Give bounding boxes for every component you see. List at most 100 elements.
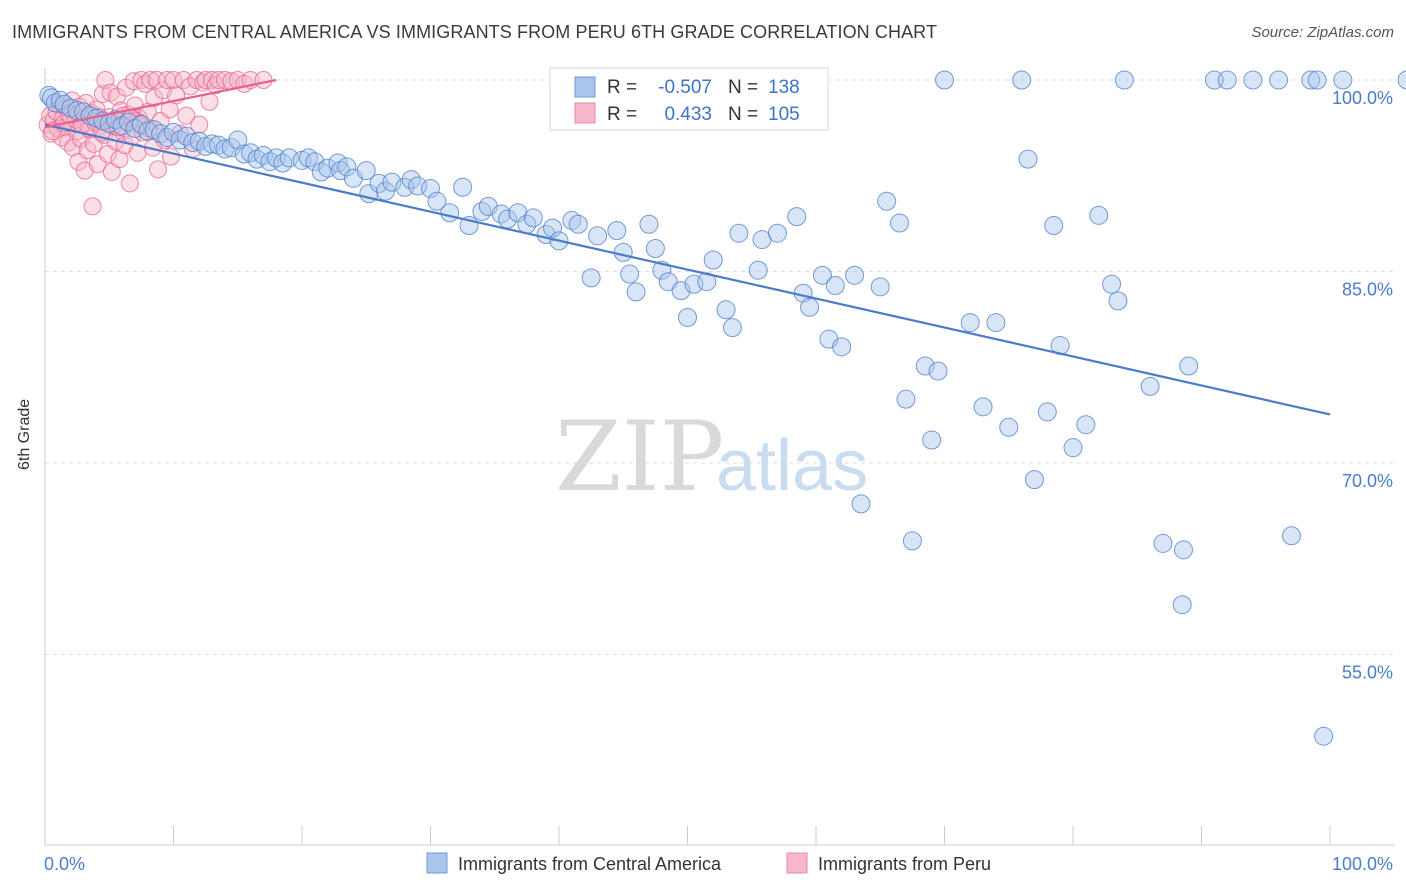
data-point xyxy=(1024,470,1044,490)
x-tick-labels: 0.0% 100.0% xyxy=(44,854,1393,874)
data-point xyxy=(472,201,492,221)
data-point xyxy=(1140,376,1160,396)
data-point xyxy=(440,203,460,223)
data-point xyxy=(620,264,640,284)
data-point xyxy=(639,214,659,234)
data-point xyxy=(767,223,787,243)
data-point xyxy=(1179,356,1199,376)
data-point xyxy=(1269,70,1289,90)
data-point xyxy=(1397,70,1406,90)
trend-lines xyxy=(44,78,1331,416)
data-point xyxy=(845,265,865,285)
data-point xyxy=(729,223,749,243)
axes xyxy=(44,68,1395,846)
legend-r-label: R = xyxy=(607,77,637,98)
data-point xyxy=(1037,402,1057,422)
data-point xyxy=(999,417,1019,437)
data-point xyxy=(1243,70,1263,90)
data-point xyxy=(164,71,183,89)
data-point xyxy=(1108,291,1128,311)
data-point xyxy=(678,307,697,327)
legend-n-value-pink: 105 xyxy=(768,104,800,125)
data-point xyxy=(1281,526,1301,546)
legend-swatch-pink xyxy=(574,102,596,124)
data-point xyxy=(1018,149,1038,169)
data-point xyxy=(645,239,665,259)
data-point xyxy=(228,130,248,150)
data-point xyxy=(196,71,215,89)
data-point xyxy=(1102,274,1122,294)
bottom-legend-swatch-blue xyxy=(426,852,448,874)
watermark: ZIP atlas xyxy=(555,401,868,513)
data-point xyxy=(922,430,942,450)
x-tick-label-max: 100.0% xyxy=(1332,854,1393,874)
data-point xyxy=(1089,205,1109,225)
data-point xyxy=(174,71,193,89)
legend-box xyxy=(549,67,829,131)
data-point xyxy=(902,531,922,551)
bottom-legend-label-blue: Immigrants from Central America xyxy=(458,854,722,874)
data-point xyxy=(183,133,203,153)
data-point xyxy=(870,277,890,297)
data-point xyxy=(896,389,916,409)
data-point xyxy=(812,265,832,285)
data-point xyxy=(928,361,948,381)
data-point xyxy=(877,191,897,211)
data-point xyxy=(1153,533,1173,553)
data-point xyxy=(453,177,473,197)
data-point xyxy=(915,356,935,376)
trend-line-peru xyxy=(44,78,277,129)
data-point xyxy=(1012,70,1032,90)
x-tick-label-min: 0.0% xyxy=(44,854,85,874)
legend-r-value-pink: 0.433 xyxy=(664,104,712,125)
data-point xyxy=(190,115,209,134)
data-point xyxy=(83,197,102,216)
legend-r-value-blue: -0.507 xyxy=(658,77,712,98)
data-point xyxy=(973,397,993,417)
data-point xyxy=(851,494,871,514)
y-tick-labels: 100.0% 85.0% 70.0% 55.0% xyxy=(1332,88,1393,683)
y-tick-label: 55.0% xyxy=(1342,663,1393,683)
data-point xyxy=(1314,726,1334,746)
data-point xyxy=(427,191,447,211)
watermark-atlas: atlas xyxy=(716,426,868,506)
data-point xyxy=(1307,70,1327,90)
data-point xyxy=(1044,216,1064,236)
data-point xyxy=(356,161,376,181)
legend-n-label: N = xyxy=(728,77,758,98)
data-point xyxy=(543,218,563,238)
data-point xyxy=(588,226,608,246)
data-point xyxy=(581,268,601,288)
data-point xyxy=(421,179,440,199)
data-point xyxy=(716,300,736,320)
data-point xyxy=(986,313,1006,333)
data-point xyxy=(935,70,954,90)
data-point xyxy=(50,90,70,110)
bottom-legend-label-pink: Immigrants from Peru xyxy=(818,854,991,874)
data-point xyxy=(748,260,768,280)
data-point xyxy=(202,134,222,154)
data-point xyxy=(703,250,723,270)
data-point xyxy=(1063,438,1083,458)
data-point xyxy=(613,242,633,262)
trend-line-central-america xyxy=(44,123,1331,416)
data-point xyxy=(382,172,402,192)
data-point xyxy=(337,157,357,177)
y-tick-label: 85.0% xyxy=(1342,280,1393,300)
watermark-zip: ZIP xyxy=(555,401,724,513)
legend-n-value-blue: 138 xyxy=(768,77,800,98)
data-point xyxy=(254,71,273,89)
legend-swatch-blue xyxy=(574,76,596,98)
data-point xyxy=(568,214,588,234)
data-point xyxy=(1172,595,1192,615)
series-legend: Immigrants from Central America Immigran… xyxy=(426,852,991,874)
data-point xyxy=(234,144,254,164)
bottom-legend-swatch-pink xyxy=(786,852,808,874)
data-point xyxy=(1217,70,1237,90)
data-point xyxy=(120,174,139,193)
data-point xyxy=(145,88,164,107)
data-point xyxy=(890,213,910,233)
data-point xyxy=(93,85,112,104)
correlation-legend: R = -0.507 N = 138 R = 0.433 N = 105 xyxy=(549,67,829,131)
